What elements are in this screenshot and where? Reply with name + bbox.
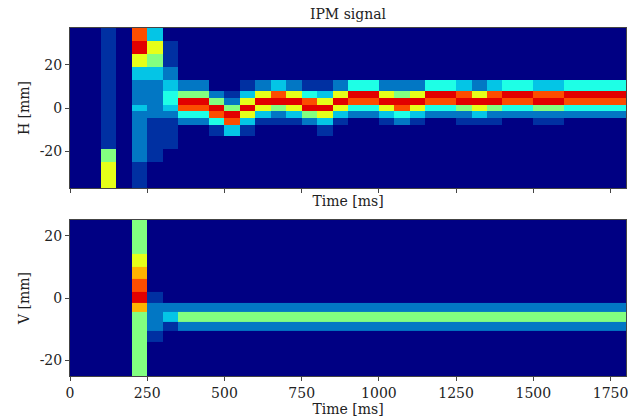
svg-text:-20: -20: [40, 143, 63, 159]
svg-text:Time [ms]: Time [ms]: [312, 401, 383, 417]
svg-text:20: 20: [44, 57, 62, 73]
svg-text:Time [ms]: Time [ms]: [312, 193, 383, 209]
svg-text:0: 0: [66, 385, 75, 401]
svg-text:250: 250: [134, 385, 161, 401]
svg-text:750: 750: [288, 385, 315, 401]
svg-text:-20: -20: [40, 352, 63, 368]
svg-text:1750: 1750: [593, 385, 629, 401]
svg-text:0: 0: [53, 290, 62, 306]
svg-text:500: 500: [211, 385, 238, 401]
svg-text:20: 20: [44, 228, 62, 244]
svg-text:H [mm]: H [mm]: [16, 81, 32, 135]
svg-text:IPM signal: IPM signal: [310, 6, 387, 22]
svg-text:1250: 1250: [438, 385, 474, 401]
svg-text:1500: 1500: [516, 385, 552, 401]
svg-text:V [mm]: V [mm]: [16, 272, 32, 325]
svg-text:0: 0: [53, 100, 62, 116]
svg-text:1000: 1000: [361, 385, 397, 401]
